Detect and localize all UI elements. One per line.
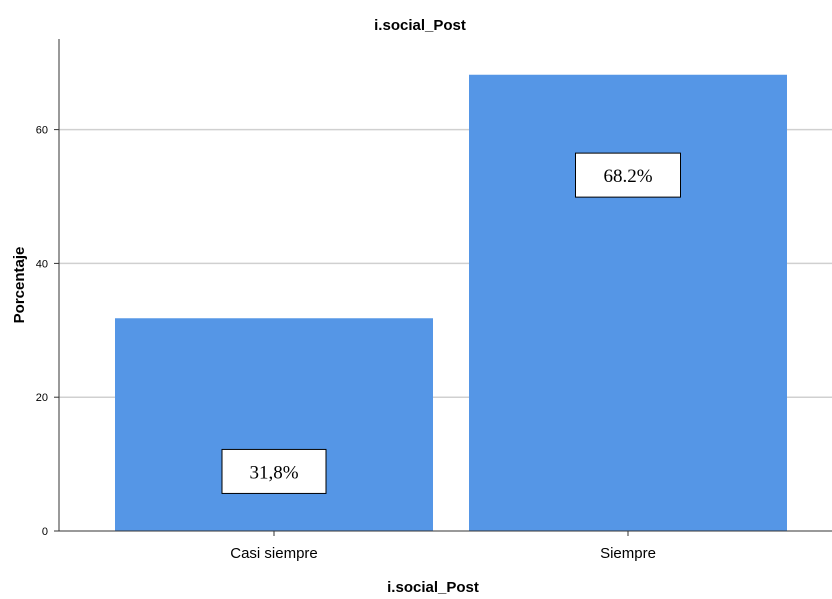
x-tick-label-2: Siempre [600, 545, 656, 562]
y-tick-label-40: 40 [36, 258, 48, 270]
y-axis-ticks: 0 20 40 60 [36, 125, 59, 538]
x-axis-ticks: Casi siempre Siempre [230, 531, 656, 562]
chart-title: i.social_Post [374, 17, 466, 34]
data-label-box-2 [575, 152, 681, 198]
y-tick-label-60: 60 [36, 125, 48, 137]
x-tick-label-1: Casi siempre [230, 545, 318, 562]
data-label-box-1 [221, 448, 327, 494]
bar-2 [469, 74, 787, 531]
y-axis-title: Porcentaje [11, 247, 28, 324]
data-labels: 31,8% 68.2% [221, 152, 681, 494]
data-label-1: 31,8% [249, 462, 298, 483]
bar-1 [115, 318, 433, 531]
y-tick-label-0: 0 [42, 526, 48, 538]
bars [115, 74, 787, 531]
y-tick-label-20: 20 [36, 392, 48, 404]
data-label-2: 68.2% [603, 166, 652, 187]
x-axis-title: i.social_Post [387, 579, 479, 596]
